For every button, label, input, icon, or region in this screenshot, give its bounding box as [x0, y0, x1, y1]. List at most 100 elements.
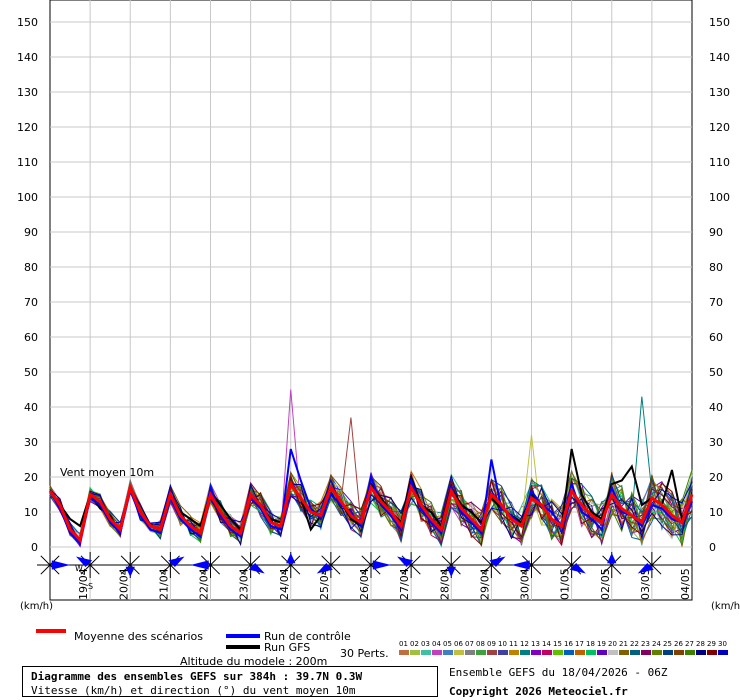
perturbation-number: 03 [421, 640, 430, 648]
perturbation-swatch [564, 650, 574, 655]
rose-spoke [450, 564, 461, 575]
rose-spoke [200, 555, 211, 566]
rose-spoke [401, 564, 412, 575]
legend-control-label: Run de contrôle [264, 630, 351, 643]
perturbation-number: 18 [586, 640, 595, 648]
y-tick-label: 100 [709, 191, 730, 204]
footer-info-box: Diagramme des ensembles GEFS sur 384h : … [22, 666, 438, 697]
x-tick-label: 24/04 [278, 568, 291, 600]
y-tick-label: 150 [17, 16, 38, 29]
perturbation-swatch [553, 650, 563, 655]
wind-rose [438, 552, 465, 578]
direction-letter: S [88, 582, 93, 591]
copyright: Copyright 2026 Meteociel.fr [449, 685, 628, 698]
x-tick-label: 27/04 [398, 568, 411, 600]
wind-rose [478, 552, 506, 578]
perturbation-number: 15 [553, 640, 562, 648]
rose-spoke [370, 555, 381, 566]
perturbation-swatch [575, 650, 585, 655]
wind-direction-row: WS [37, 552, 665, 591]
wind-direction-sector [190, 560, 209, 570]
y-tick-label: 120 [17, 121, 38, 134]
x-tick-label: 21/04 [157, 568, 170, 600]
rose-spoke [562, 564, 572, 575]
rose-spoke [330, 555, 341, 566]
perturbation-swatch [443, 650, 453, 655]
rose-spoke [281, 555, 292, 566]
perturbation-number: 24 [652, 640, 661, 648]
rose-spoke [170, 564, 180, 575]
perturbation-number: 09 [487, 640, 496, 648]
perturbation-swatch [531, 650, 541, 655]
x-tick-label: 30/04 [519, 568, 532, 600]
x-tick-label: 01/05 [559, 568, 572, 600]
legend-control-swatch [226, 634, 260, 638]
wind-rose [316, 552, 344, 578]
y-tick-label: 140 [17, 51, 38, 64]
wind-direction-sector [607, 553, 617, 564]
perturbation-number: 16 [564, 640, 573, 648]
wind-rose [37, 552, 70, 578]
y-tick-label: 60 [709, 331, 723, 344]
wind-rose [237, 552, 265, 578]
x-tick-label: 23/04 [238, 568, 251, 600]
wind-direction-sector [446, 566, 456, 577]
perturbation-swatch [498, 650, 508, 655]
rose-spoke [491, 564, 501, 575]
perturbation-swatch [652, 650, 662, 655]
wind-rose [358, 552, 391, 578]
wind-rose [396, 552, 425, 578]
perturbation-swatch [641, 650, 651, 655]
x-tick-label: 25/04 [318, 568, 331, 600]
rose-spoke [521, 555, 532, 566]
y-tick-label: 10 [709, 506, 723, 519]
rose-spoke [281, 564, 292, 575]
rose-spoke [120, 555, 131, 566]
x-axis-labels: 19/04 20/04 21/04 22/04 23/04 24/04 25/04 26/04… [77, 568, 692, 600]
rose-spoke [441, 555, 452, 566]
rose-spoke [241, 564, 251, 575]
perturbation-number: 08 [476, 640, 485, 648]
legend-mean-swatch [36, 629, 66, 633]
wind-rose [75, 552, 104, 578]
y-tick-label: 90 [24, 226, 38, 239]
perturbation-number: 30 [718, 640, 727, 648]
rose-spoke [241, 555, 251, 566]
rose-spoke [361, 555, 372, 566]
perturbation-swatch [454, 650, 464, 655]
y-tick-label: 50 [24, 366, 38, 379]
perturbation-number: 02 [410, 640, 419, 648]
y-tick-label: 20 [709, 471, 723, 484]
rose-spoke [571, 555, 582, 566]
rose-spoke [481, 564, 492, 575]
rose-spoke [410, 555, 421, 566]
wind-direction-sector [372, 560, 391, 570]
rose-spoke [481, 555, 492, 566]
rose-spoke [521, 564, 532, 575]
y-tick-label: 130 [709, 86, 730, 99]
perturbation-number: 29 [707, 640, 716, 648]
perturbation-number: 27 [685, 640, 694, 648]
x-tick-label: 29/04 [478, 568, 491, 600]
wind-label: Vent moyen 10m [60, 466, 155, 479]
y-tick-label: 70 [24, 296, 38, 309]
perturbation-number: 28 [696, 640, 705, 648]
rose-spoke [651, 555, 662, 566]
perturbation-swatch [619, 650, 629, 655]
y-unit-right: (km/h) [711, 601, 740, 612]
y-tick-label: 60 [24, 331, 38, 344]
perturbation-number: 13 [531, 640, 540, 648]
rose-spoke [129, 555, 140, 566]
wind-rose [157, 552, 185, 578]
y-tick-label: 130 [17, 86, 38, 99]
wind-direction-sector [51, 560, 70, 570]
rose-spoke [602, 564, 613, 575]
series-line [49, 448, 693, 546]
wind-rose [511, 552, 545, 578]
series-line [48, 480, 694, 544]
y-axis-right: 0 10 20 30 40 50 60 70 80 90 100 110 120 130 140 150 [709, 16, 730, 554]
rose-spoke [200, 564, 211, 575]
perturbation-swatch [421, 650, 431, 655]
x-tick-label: 02/05 [599, 568, 612, 600]
